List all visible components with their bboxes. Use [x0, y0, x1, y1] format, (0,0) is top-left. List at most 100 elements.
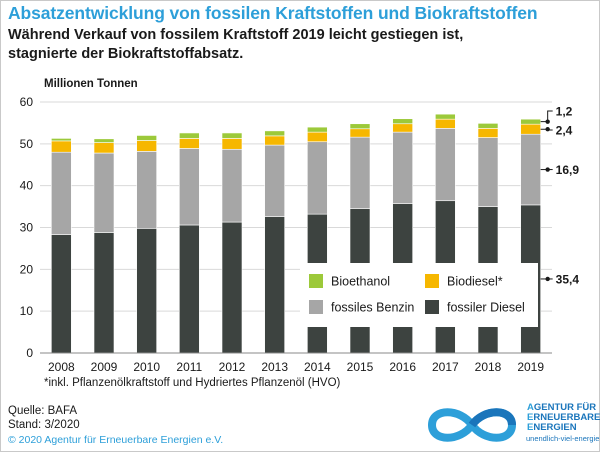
y-axis-ticks: 0 10 20 30 40 50 60 — [20, 95, 34, 360]
bar-segment — [349, 128, 371, 138]
legend: Bioethanol Biodiesel* fossiles Benzin fossi… — [300, 263, 538, 327]
bar-segment — [93, 142, 115, 154]
bar-segment — [221, 138, 243, 150]
y-axis-label: Millionen Tonnen — [44, 78, 138, 90]
bar-segment — [93, 152, 115, 233]
y-tick-label: 0 — [26, 346, 33, 360]
bar-segment — [435, 113, 456, 120]
bar-segment — [477, 128, 499, 138]
bar-segment — [392, 131, 413, 204]
subtitle-line-1: Während Verkauf von fossilem Kraftstoff … — [8, 27, 464, 43]
annotation-label: 1,2 — [556, 105, 573, 119]
bar-segment — [221, 221, 243, 354]
legend-swatch — [425, 300, 439, 314]
legend-swatch — [309, 274, 323, 288]
footnote: *inkl. Pflanzenölkraftstoff und Hydriert… — [44, 377, 341, 389]
bar-segment — [179, 138, 200, 149]
x-axis-ticks: 2008 2009 2010 2011 2012 2013 2014 2015 2016 2017… — [48, 360, 544, 374]
y-tick-label: 60 — [20, 95, 34, 109]
bar-segment — [349, 123, 371, 130]
bar-segment — [264, 130, 285, 137]
bar-segment — [51, 138, 72, 142]
bar-segment — [264, 144, 285, 217]
bars — [51, 113, 541, 354]
bar-segment — [349, 136, 371, 209]
bar-segment — [520, 133, 541, 206]
subtitle-line-2: stagnierte der Biokraftstoffabsatz. — [8, 46, 244, 62]
copyright: © 2020 Agentur für Erneuerbare Energien … — [8, 434, 224, 446]
source-line: Quelle: BAFA — [8, 405, 78, 417]
bar-segment — [136, 135, 157, 141]
y-tick-label: 40 — [20, 179, 34, 193]
annotation-dot — [545, 167, 550, 172]
bar-segment — [307, 126, 328, 133]
y-tick-label: 50 — [20, 137, 34, 151]
annotation-leader — [540, 110, 553, 123]
x-tick-label: 2011 — [176, 360, 202, 374]
bar-segment — [435, 128, 456, 202]
bar-segment — [179, 148, 200, 226]
annotation-dot — [545, 126, 550, 132]
bar-segment — [179, 224, 200, 354]
x-tick-label: 2018 — [475, 360, 502, 374]
bar-segment — [477, 123, 499, 129]
bar-segment — [136, 228, 157, 354]
legend-box — [300, 263, 538, 327]
logo-text-line-3: ENERGIEN — [527, 422, 577, 433]
bar-segment — [221, 132, 243, 139]
logo-text-line-1: AGENTUR FÜR — [527, 402, 597, 413]
bar-segment — [392, 123, 413, 133]
x-tick-label: 2012 — [219, 360, 246, 374]
bar-segment — [307, 131, 328, 143]
bar-segment — [221, 148, 243, 223]
logo-url: unendlich-viel-energie.de — [526, 434, 600, 443]
annotation-dot — [545, 276, 550, 282]
infinity-icon — [427, 408, 517, 442]
x-tick-label: 2013 — [261, 360, 288, 374]
bar-segment — [264, 135, 285, 146]
legend-label: fossiles Benzin — [331, 301, 414, 315]
x-tick-label: 2009 — [91, 360, 118, 374]
annotation-dot — [545, 119, 550, 124]
value-annotations: 1,2 2,4 16,9 35,4 — [540, 105, 580, 286]
grid-lines — [40, 101, 552, 312]
x-tick-label: 2019 — [517, 360, 544, 374]
chart-title: Absatzentwicklung von fossilen Kraftstof… — [8, 3, 538, 23]
y-tick-label: 30 — [20, 221, 34, 235]
source-info: Quelle: BAFA Stand: 3/2020 — [8, 404, 80, 432]
date-line: Stand: 3/2020 — [8, 419, 80, 431]
legend-label: fossiler Diesel — [447, 301, 525, 315]
bar-segment — [51, 234, 72, 354]
bar-segment — [520, 118, 541, 125]
bar-segment — [51, 140, 72, 153]
bar-segment — [435, 118, 456, 129]
legend-label: Bioethanol — [331, 275, 390, 289]
bar-segment — [264, 216, 285, 354]
x-tick-label: 2010 — [133, 360, 160, 374]
annotation-label: 2,4 — [556, 124, 573, 138]
bar-segment — [93, 138, 115, 143]
legend-label: Biodiesel* — [447, 275, 503, 289]
bar-segment — [51, 151, 72, 235]
x-tick-label: 2008 — [48, 360, 75, 374]
annotation-label: 35,4 — [556, 272, 580, 286]
logo-text-line-2: ERNEUERBARE — [527, 412, 600, 423]
bar-segment — [307, 141, 328, 215]
agency-logo: AGENTUR FÜR ERNEUERBARE ENERGIEN unendli… — [420, 402, 600, 450]
x-tick-label: 2016 — [389, 360, 416, 374]
bar-segment — [136, 151, 157, 229]
bar-segment — [477, 137, 499, 207]
bar-segment — [179, 132, 200, 139]
chart-subtitle: Während Verkauf von fossilem Kraftstoff … — [8, 26, 568, 64]
bar-segment — [136, 140, 157, 152]
annotation-label: 16,9 — [556, 163, 580, 177]
y-tick-label: 10 — [20, 304, 34, 318]
bar-segment — [93, 232, 115, 354]
legend-swatch — [309, 300, 323, 314]
x-tick-label: 2014 — [304, 360, 331, 374]
bar-segment — [520, 123, 541, 135]
y-tick-label: 20 — [20, 262, 34, 276]
x-tick-label: 2015 — [347, 360, 374, 374]
x-tick-label: 2017 — [432, 360, 459, 374]
